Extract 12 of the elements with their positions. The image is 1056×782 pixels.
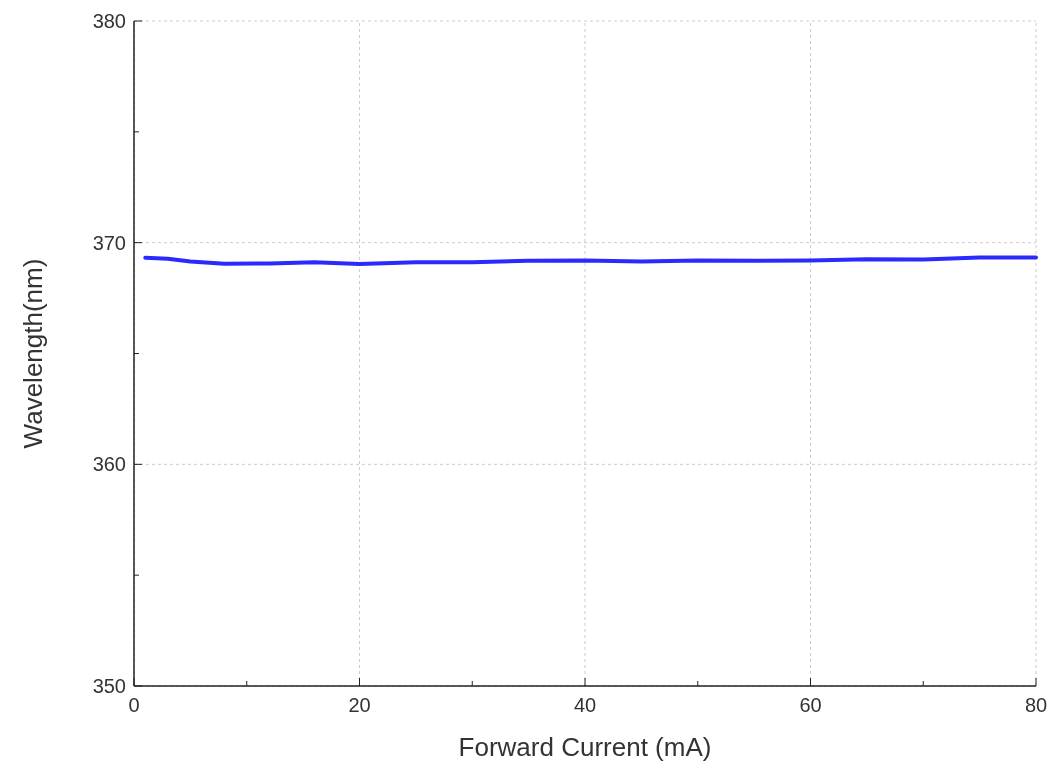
x-tick-label: 80	[1024, 694, 1048, 716]
x-tick-label: 40	[573, 694, 597, 716]
x-tick-label: 20	[348, 694, 371, 716]
x-axis-title: Forward Current (mA)	[458, 732, 712, 762]
line-series	[143, 255, 1038, 266]
y-tick-label: 360	[92, 453, 126, 476]
y-tick-label: 380	[92, 10, 126, 32]
y-tick-label: 350	[92, 675, 126, 697]
x-tick-label: 0	[128, 694, 140, 716]
y-axis-title: Wavelength(nm)	[18, 258, 48, 449]
y-tick-label: 370	[92, 231, 126, 254]
x-tick-label: 60	[799, 694, 822, 716]
